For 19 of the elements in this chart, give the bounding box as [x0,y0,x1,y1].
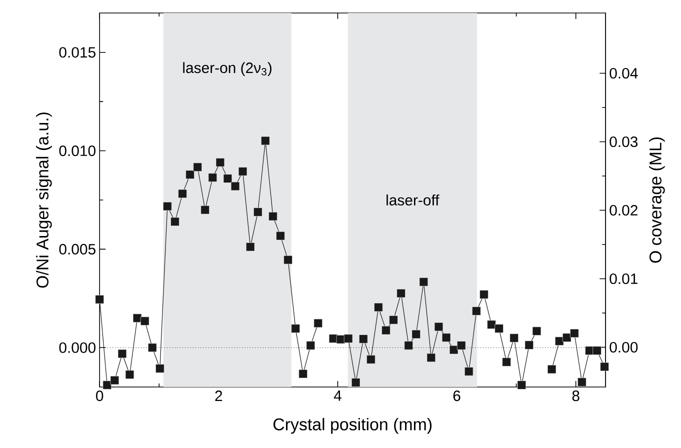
y2-axis-title: O coverage (ML) [649,138,665,263]
band-label: laser-on (2ν$_{3}$) [183,62,272,76]
y-tick-label: 0.005 [59,244,96,254]
y2-tick-label: 0.00 [610,342,638,353]
y-tick-label: 0.000 [59,342,96,353]
x-tick-label: 8 [572,390,580,402]
x-tick-label: 4 [334,390,342,401]
x-tick-label: 0 [96,390,104,402]
y-tick-label: 0.010 [59,145,96,156]
y-tick-label: 0.015 [59,47,96,58]
x-tick-label: 2 [215,390,222,401]
y2-tick-label: 0.04 [610,68,638,79]
y-axis-title: O/Ni Auger signal (a.u.) [36,112,52,288]
x-axis-title: Crystal position (mm) [273,418,432,434]
y2-tick-label: 0.02 [610,204,638,216]
x-tick-label: 6 [453,390,460,402]
y2-tick-label: 0.01 [610,273,638,284]
band-label: laser-off [386,194,440,206]
y2-tick-label: 0.03 [610,136,638,148]
